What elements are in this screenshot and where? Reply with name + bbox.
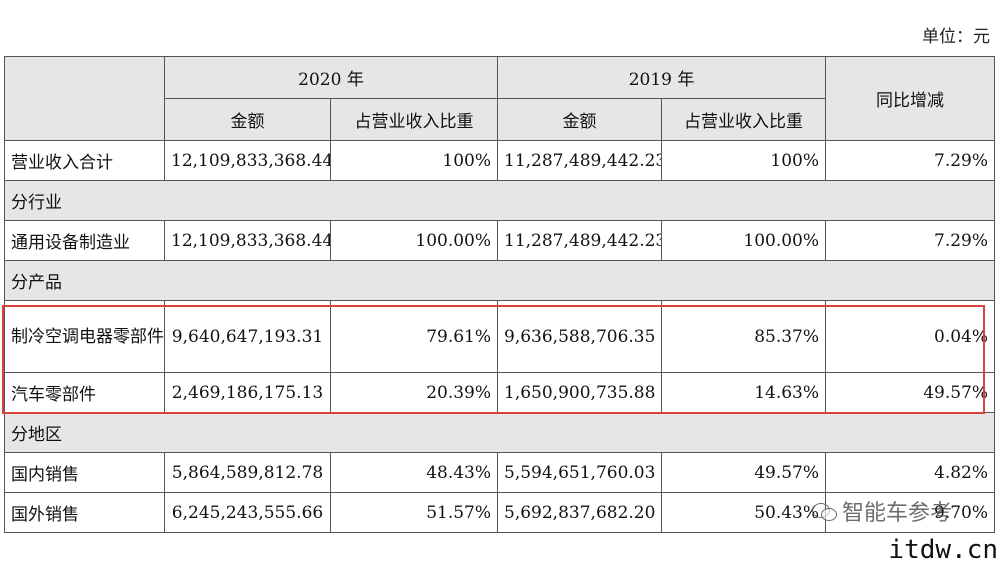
yoy-change: 9.70% [825, 492, 996, 533]
share-2019: 49.57% [661, 452, 827, 493]
amount-2019: 5,594,651,760.03 [497, 452, 663, 493]
amount-2020: 2,469,186,175.13 [164, 372, 331, 413]
table-row-domestic: 国内销售 5,864,589,812.78 48.43% 5,594,651,7… [4, 452, 996, 493]
header-share-2020: 占营业收入比重 [329, 98, 499, 141]
unit-label: 单位：元 [922, 27, 990, 47]
share-2020: 51.57% [329, 492, 499, 533]
amount-2019: 9,636,588,706.35 [497, 300, 663, 373]
yoy-change: 0.04% [825, 300, 996, 373]
amount-2019: 5,692,837,682.20 [497, 492, 663, 533]
share-2020: 100.00% [329, 220, 499, 261]
amount-2020: 9,640,647,193.31 [164, 300, 331, 373]
share-2019: 100.00% [661, 220, 827, 261]
site-label: itdw.cn [888, 535, 998, 565]
section-label: 分行业 [3, 180, 996, 221]
header-yoy: 同比增减 [825, 56, 996, 141]
share-2019: 100% [661, 140, 827, 181]
header-blank [4, 56, 165, 141]
row-label: 制冷空调电器零部件 [4, 300, 165, 373]
amount-2019: 11,287,489,442.23 [497, 220, 663, 261]
table-row-auto: 汽车零部件 2,469,186,175.13 20.39% 1,650,900,… [4, 372, 996, 413]
row-label: 汽车零部件 [4, 372, 165, 413]
share-2020: 48.43% [329, 452, 499, 493]
amount-2020: 12,109,833,368.44 [164, 140, 331, 181]
amount-2020: 12,109,833,368.44 [164, 220, 331, 261]
yoy-change: 7.29% [825, 140, 996, 181]
share-2020: 20.39% [329, 372, 499, 413]
watermark-text: 智能车参考 [842, 501, 953, 526]
row-label: 营业收入合计 [4, 140, 165, 181]
row-label: 国内销售 [4, 452, 165, 493]
revenue-table: 2020 年 2019 年 同比增减 金额 占营业收入比重 金额 占营业收入比重… [3, 56, 996, 533]
yoy-change: 7.29% [825, 220, 996, 261]
share-2019: 14.63% [661, 372, 827, 413]
section-row-industry: 分行业 [3, 180, 996, 221]
wechat-icon [812, 501, 838, 521]
section-label: 分产品 [3, 260, 996, 301]
amount-2019: 1,650,900,735.88 [497, 372, 663, 413]
row-label: 通用设备制造业 [4, 220, 165, 261]
share-2019: 85.37% [661, 300, 827, 373]
header-2019: 2019 年 [497, 56, 827, 99]
share-2020: 79.61% [329, 300, 499, 373]
header-share-2019: 占营业收入比重 [661, 98, 827, 141]
table-row-industry: 通用设备制造业 12,109,833,368.44 100.00% 11,287… [4, 220, 996, 261]
amount-2019: 11,287,489,442.23 [497, 140, 663, 181]
table-row-total: 营业收入合计 12,109,833,368.44 100% 11,287,489… [4, 140, 996, 181]
share-2020: 100% [329, 140, 499, 181]
watermark: 智能车参考 [812, 495, 952, 527]
section-row-product: 分产品 [3, 260, 996, 301]
yoy-change: 4.82% [825, 452, 996, 493]
share-2019: 50.43% [661, 492, 827, 533]
header-amount-2019: 金额 [497, 98, 663, 141]
amount-2020: 5,864,589,812.78 [164, 452, 331, 493]
section-row-region: 分地区 [3, 412, 996, 453]
yoy-change: 49.57% [825, 372, 996, 413]
header-amount-2020: 金额 [164, 98, 331, 141]
table-row-overseas: 国外销售 6,245,243,555.66 51.57% 5,692,837,6… [4, 492, 996, 533]
table-row-refrig: 制冷空调电器零部件 9,640,647,193.31 79.61% 9,636,… [4, 300, 996, 373]
section-label: 分地区 [3, 412, 996, 453]
header-2020: 2020 年 [163, 56, 499, 99]
amount-2020: 6,245,243,555.66 [164, 492, 331, 533]
row-label: 国外销售 [4, 492, 165, 533]
